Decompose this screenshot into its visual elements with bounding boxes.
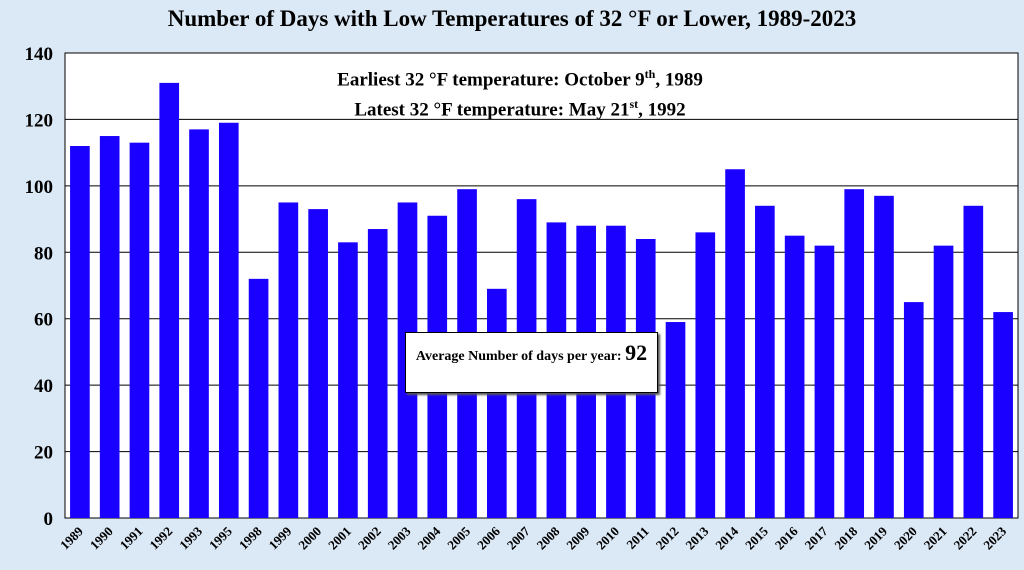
average-value: 92 — [625, 340, 648, 365]
y-tick-label: 120 — [25, 110, 54, 131]
average-box: Average Number of days per year: 92 — [405, 332, 658, 393]
bar-1999 — [278, 202, 299, 518]
bar-2014 — [725, 169, 745, 518]
bar-2012 — [665, 322, 686, 518]
bar-2006 — [487, 288, 507, 518]
x-tick-label: 2008 — [534, 523, 563, 552]
earliest-annotation: Earliest 32 °F temperature: October 9th,… — [200, 62, 840, 92]
bar-2018 — [844, 189, 865, 518]
y-tick-label: 140 — [25, 44, 54, 65]
x-tick-label: 1999 — [265, 523, 294, 552]
x-tick-label: 2012 — [653, 524, 682, 553]
latest-year: , 1992 — [638, 99, 686, 121]
x-tick-label: 1992 — [146, 524, 175, 553]
x-tick-label: 2020 — [891, 524, 920, 553]
x-tick-label: 2010 — [593, 524, 622, 553]
y-tick-label: 100 — [25, 177, 54, 198]
x-tick-label: 2013 — [682, 523, 711, 552]
y-tick-label: 40 — [34, 376, 53, 397]
bar-2016 — [784, 235, 805, 518]
bar-2022 — [963, 205, 984, 519]
bar-1995 — [218, 122, 239, 518]
latest-annotation: Latest 32 °F temperature: May 21st, 1992 — [200, 92, 840, 122]
x-tick-label: 2000 — [295, 524, 324, 553]
bar-2000 — [308, 209, 328, 518]
x-tick-label: 2009 — [563, 523, 592, 552]
bar-1998 — [248, 278, 269, 518]
bar-2023 — [993, 312, 1013, 518]
bar-2001 — [338, 242, 358, 519]
bar-2002 — [367, 229, 388, 519]
x-tick-label: 2021 — [921, 524, 950, 553]
bar-2020 — [903, 302, 924, 518]
chart-title: Number of Days with Low Temperatures of … — [167, 6, 857, 31]
bar-2019 — [874, 195, 894, 519]
x-tick-label: 2017 — [802, 523, 831, 552]
x-tick-label: 2006 — [474, 523, 503, 552]
x-tick-label: 2007 — [504, 523, 533, 552]
y-tick-label: 0 — [44, 509, 54, 530]
x-tick-label: 2014 — [712, 523, 741, 552]
x-tick-label: 2016 — [772, 523, 801, 552]
bar-1991 — [129, 142, 150, 518]
x-tick-label: 2003 — [385, 523, 414, 552]
x-tick-label: 1993 — [176, 523, 205, 552]
bar-2013 — [695, 232, 716, 518]
x-tick-label: 2015 — [742, 523, 771, 552]
x-tick-label: 2023 — [980, 523, 1009, 552]
x-tick-label: 2022 — [950, 524, 979, 553]
bar-1993 — [189, 129, 209, 518]
x-tick-label: 2005 — [444, 523, 473, 552]
x-tick-label: 2019 — [861, 523, 890, 552]
x-tick-label: 1989 — [57, 523, 86, 552]
x-tick-label: 2001 — [325, 524, 354, 553]
bar-2017 — [814, 245, 835, 518]
x-tick-label: 1995 — [206, 523, 235, 552]
bar-2021 — [933, 245, 954, 518]
x-tick-label: 2002 — [355, 524, 384, 553]
x-tick-label: 2004 — [414, 523, 443, 552]
x-tick-label: 2018 — [831, 523, 860, 552]
latest-text: Latest 32 °F temperature: May 21 — [354, 99, 630, 121]
x-tick-label: 2011 — [623, 524, 651, 552]
x-tick-label: 1990 — [87, 524, 116, 553]
earliest-sup: th — [644, 67, 656, 81]
bar-1992 — [159, 82, 180, 519]
bar-1989 — [70, 146, 90, 518]
bar-1990 — [99, 136, 120, 519]
earliest-text: Earliest 32 °F temperature: October 9 — [337, 69, 645, 91]
x-tick-label: 1991 — [117, 524, 146, 553]
y-tick-label: 60 — [34, 310, 53, 331]
y-tick-label: 20 — [34, 443, 53, 464]
y-tick-label: 80 — [34, 243, 53, 264]
average-label: Average Number of days per year: — [415, 349, 622, 364]
x-tick-label: 1998 — [236, 523, 265, 552]
bar-2015 — [755, 205, 775, 519]
latest-sup: st — [629, 97, 639, 112]
record-annotation: Earliest 32 °F temperature: October 9th,… — [200, 62, 840, 123]
earliest-year: , 1989 — [655, 69, 703, 91]
